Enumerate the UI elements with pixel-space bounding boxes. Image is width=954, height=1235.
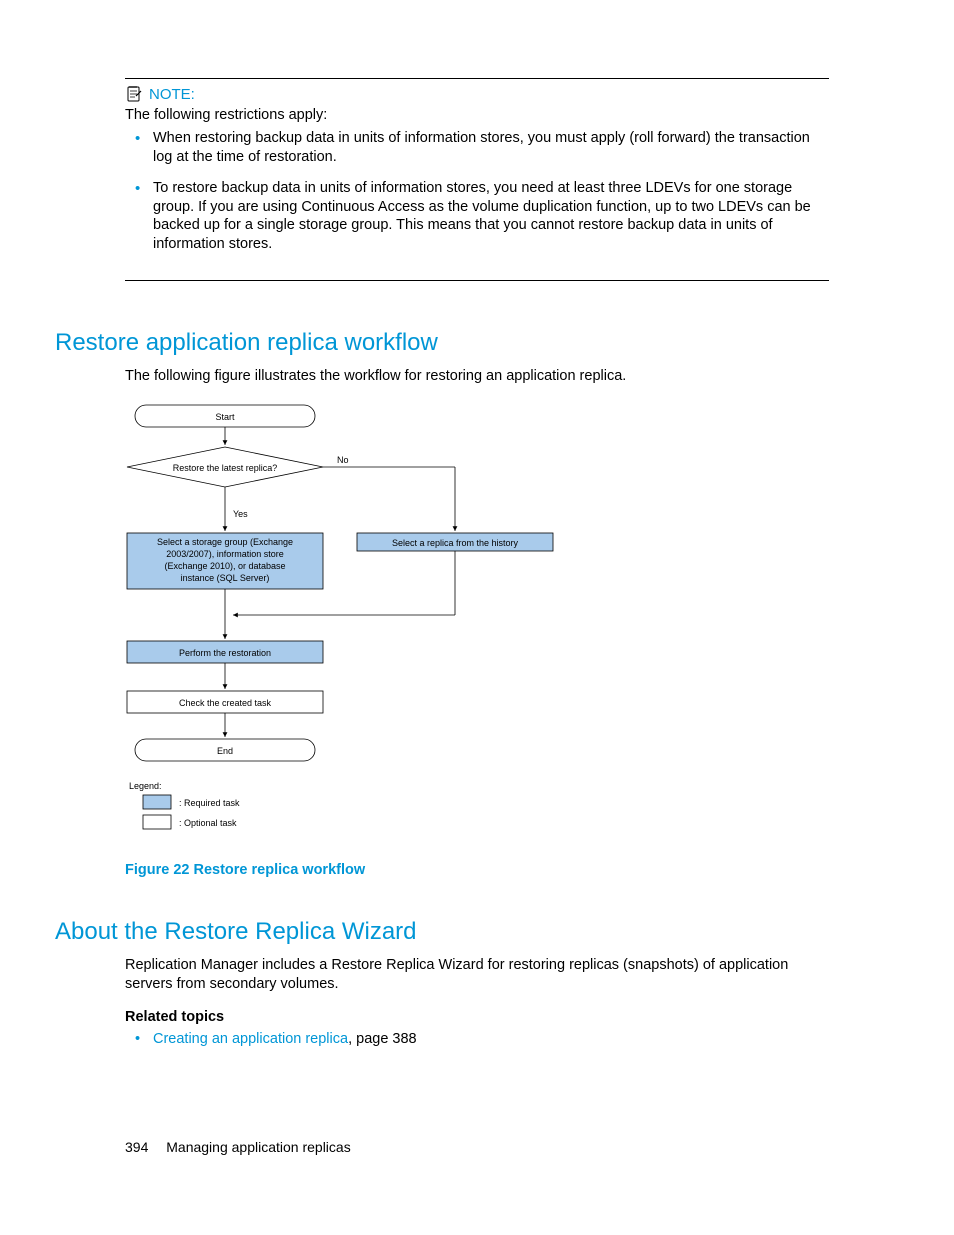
note-section: NOTE: The following restrictions apply: … [125,78,829,281]
select-left-l4: instance (SQL Server) [181,573,270,583]
note-bullet-0: When restoring backup data in units of i… [149,129,829,167]
note-header: NOTE: [125,85,829,103]
related-topic-item: Creating an application replica, page 38… [149,1031,829,1047]
legend-optional: : Optional task [179,818,237,828]
note-intro: The following restrictions apply: [125,107,829,123]
page-number: 394 [125,1139,148,1155]
yes-label: Yes [233,509,248,519]
perform-label: Perform the restoration [179,648,271,658]
select-right-label: Select a replica from the history [392,538,519,548]
select-left-l1: Select a storage group (Exchange [157,537,293,547]
flowchart: Start Restore the latest replica? No Yes… [125,401,829,846]
select-left-l2: 2003/2007), information store [166,549,284,559]
page-footer: 394 Managing application replicas [125,1139,351,1155]
note-bullet-1: To restore backup data in units of infor… [149,179,829,254]
related-topics-list: Creating an application replica, page 38… [125,1031,829,1047]
legend-required: : Required task [179,798,240,808]
section2-heading: About the Restore Replica Wizard [55,918,829,946]
note-icon [125,85,143,103]
figure-caption: Figure 22 Restore replica workflow [125,862,829,878]
end-label: End [217,746,233,756]
note-bullets: When restoring backup data in units of i… [125,129,829,254]
section1-intro: The following figure illustrates the wor… [125,367,829,387]
related-link[interactable]: Creating an application replica [153,1031,348,1047]
section1-heading: Restore application replica workflow [55,329,829,357]
legend-optional-swatch [143,815,171,829]
section2-text: Replication Manager includes a Restore R… [125,956,829,995]
note-label: NOTE: [149,86,195,103]
legend-title: Legend: [129,781,162,791]
node-start-label: Start [215,412,235,422]
related-suffix: , page 388 [348,1031,417,1047]
related-topics-heading: Related topics [125,1009,829,1025]
no-label: No [337,455,349,465]
footer-title: Managing application replicas [166,1139,350,1155]
legend-required-swatch [143,795,171,809]
select-left-l3: (Exchange 2010), or database [164,561,285,571]
check-label: Check the created task [179,698,272,708]
node-decision-label: Restore the latest replica? [173,463,278,473]
